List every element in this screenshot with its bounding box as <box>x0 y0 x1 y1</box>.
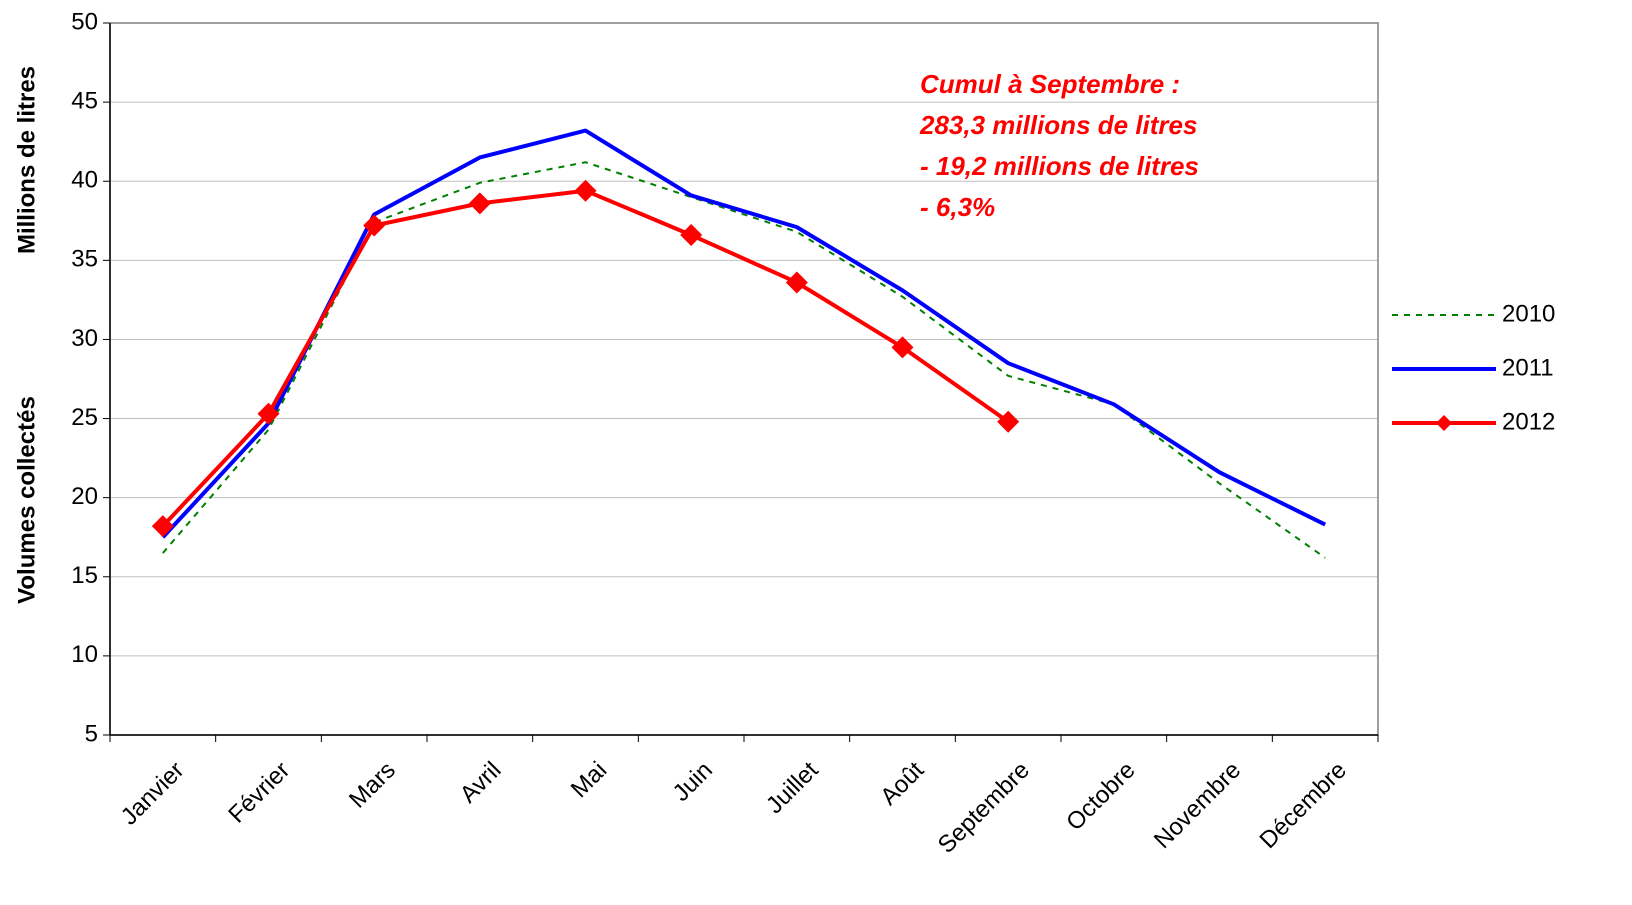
data-point <box>363 214 386 237</box>
y-tick-label: 10 <box>71 641 98 668</box>
y-axis-label: Millions de litres <box>13 66 40 254</box>
y-tick-label: 30 <box>71 325 98 352</box>
y-tick-label: 50 <box>71 8 98 35</box>
series-line <box>162 161 1326 559</box>
series-line <box>161 128 1327 539</box>
x-tick-label: Juin <box>668 757 718 807</box>
y-tick-label: 5 <box>85 720 98 747</box>
legend-label: 2011 <box>1502 354 1554 381</box>
x-tick-label: Septembre <box>933 757 1035 859</box>
legend-marker <box>1436 415 1452 431</box>
x-tick-label: Mai <box>566 757 612 803</box>
x-tick-label: Juillet <box>761 756 824 819</box>
x-tick-label: Décembre <box>1255 757 1352 854</box>
y-tick-label: 45 <box>71 87 98 114</box>
x-tick-label: Février <box>223 757 295 829</box>
x-tick-label: Avril <box>455 757 507 809</box>
x-tick-label: Août <box>875 756 929 810</box>
data-point <box>468 192 491 215</box>
data-point <box>151 515 174 538</box>
y-tick-label: 20 <box>71 483 98 510</box>
data-point <box>785 271 808 294</box>
y-tick-label: 15 <box>71 562 98 589</box>
legend-label: 2012 <box>1502 408 1555 435</box>
annotation: - 6,3% <box>920 192 995 222</box>
legend-label: 2010 <box>1502 300 1555 327</box>
y-tick-label: 40 <box>71 167 98 194</box>
annotation: 283,3 millions de litres <box>919 110 1197 140</box>
data-point <box>680 224 703 247</box>
y-tick-label: 35 <box>71 246 98 273</box>
x-tick-label: Novembre <box>1149 757 1246 854</box>
data-point <box>891 336 914 359</box>
y-axis-label: Volumes collectés <box>13 396 40 604</box>
data-point <box>257 402 280 425</box>
x-tick-label: Octobre <box>1061 757 1140 836</box>
data-point <box>574 179 597 202</box>
y-tick-label: 25 <box>71 404 98 431</box>
annotation: Cumul à Septembre : <box>920 69 1180 99</box>
annotation: - 19,2 millions de litres <box>920 151 1199 181</box>
series-line <box>161 188 1010 528</box>
x-tick-label: Mars <box>344 757 401 814</box>
data-point <box>997 410 1020 433</box>
x-tick-label: Janvier <box>116 757 190 831</box>
